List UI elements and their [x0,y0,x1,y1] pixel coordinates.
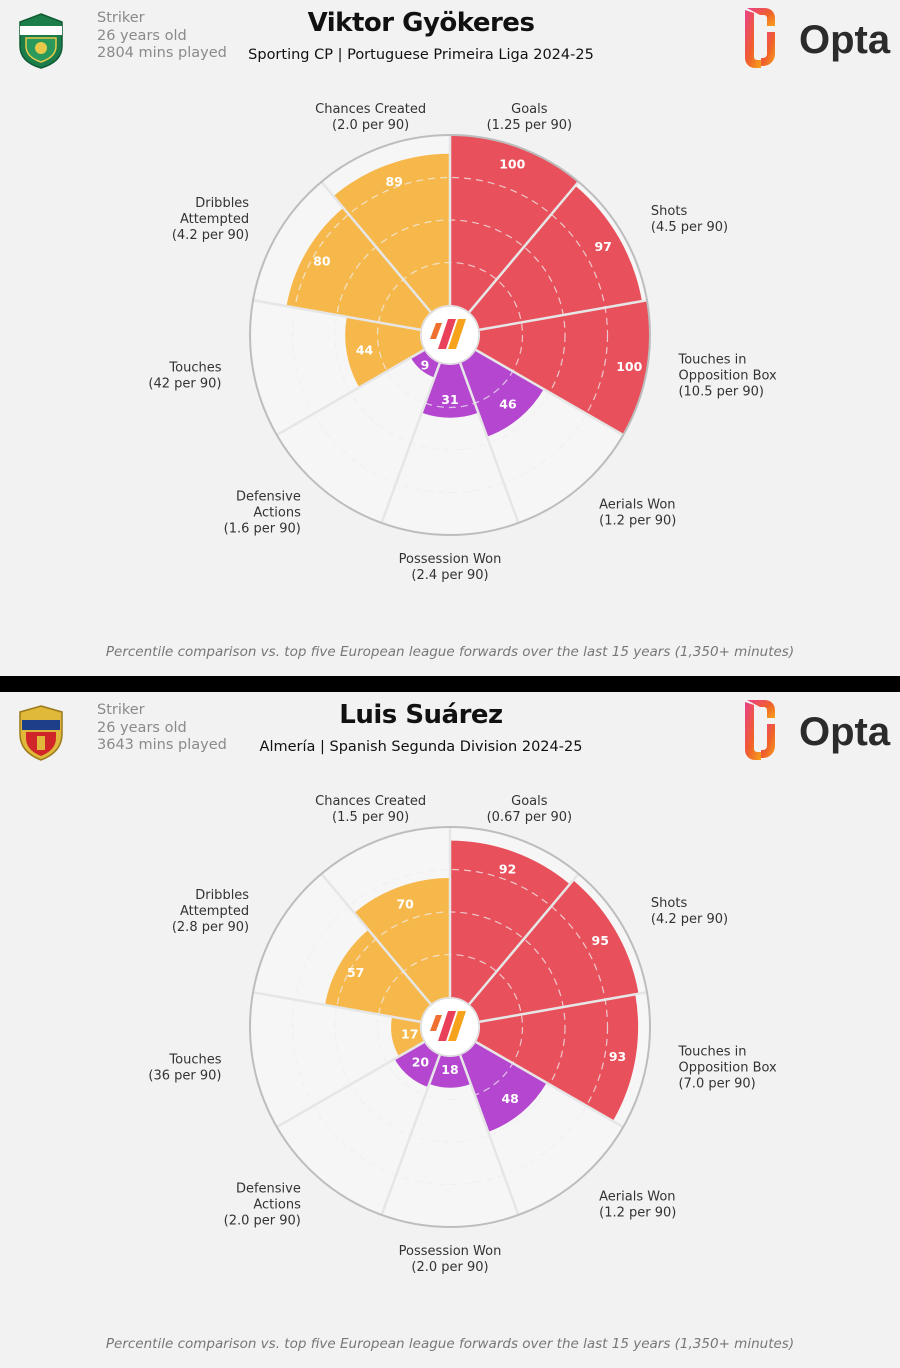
value-label: 80 [313,254,331,269]
metric-label: Chances Created (2.0 per 90) [315,102,426,133]
metric-label: Defensive Actions (1.6 per 90) [224,490,301,537]
value-label: 20 [412,1055,430,1070]
value-label: 31 [441,392,458,407]
metric-label: Touches in Opposition Box (10.5 per 90) [677,352,777,399]
opta-logo: Opta [745,8,891,68]
radar-spoke [276,348,425,437]
value-label: 93 [609,1049,626,1064]
radar-spoke [380,1054,441,1216]
radar-spoke [252,991,421,1024]
metric-label: Goals (1.25 per 90) [487,102,573,133]
radar-wedge [469,880,639,1022]
value-label: 100 [616,359,642,374]
metric-label: Possession Won (2.0 per 90) [399,1244,502,1275]
metric-label: Touches in Opposition Box (7.0 per 90) [677,1044,777,1091]
player-meta: Striker 26 years old 2804 mins played [97,10,227,63]
metric-label: Dribbles Attempted (4.2 per 90) [172,196,249,243]
radar-wedge [469,185,642,330]
radar-wedge [475,994,639,1122]
value-label: 44 [356,343,374,358]
radar-spoke [468,180,580,313]
metric-label: Shots (4.5 per 90) [651,204,728,235]
radar-chart: 100 Goals (1.25 per 90) 97 Shots (4.5 per 90)… [148,102,777,583]
radar-wedge [475,300,650,435]
metric-label: Chances Created (1.5 per 90) [315,794,426,825]
club-league: Almería | Spanish Segunda Division 2024-… [259,739,583,755]
radar-outline [249,826,651,1228]
opta-logo: Opta [745,700,891,760]
radar-spoke [459,362,520,524]
radar-chart: 92 Goals (0.67 per 90) 95 Shots (4.2 per 90) 9… [148,794,777,1275]
value-label: 17 [401,1027,418,1042]
player-age: 26 years old [97,27,187,44]
grid-ring-shadow [292,869,608,1185]
radar-spoke [468,872,580,1005]
metric-label: Dribbles Attempted (2.8 per 90) [172,888,249,935]
player-age: 26 years old [97,719,187,736]
radar-spoke [479,299,648,332]
footnote: Percentile comparison vs. top five Europ… [105,1336,795,1352]
metric-label: Touches (42 per 90) [148,360,221,391]
radar-wedge [333,153,450,313]
metric-label: Defensive Actions (2.0 per 90) [224,1182,301,1229]
player-minutes: 3643 mins played [97,737,227,753]
value-label: 9 [421,357,430,372]
radar-wedge [460,350,544,437]
radar-wedge [429,1055,471,1088]
radar-spoke [475,1040,624,1129]
metric-label: Shots (4.2 per 90) [651,896,728,927]
player-panel-suarez: Striker 26 years old 3643 mins played Lu… [0,692,900,1368]
centre-logo-icon [420,305,480,365]
radar-spoke [475,348,624,437]
player-meta: Striker 26 years old 3643 mins played [97,702,227,755]
radar-wedge [354,878,450,1005]
player-name: Viktor Gyökeres [307,8,535,38]
radar-spoke [276,1040,425,1129]
radar-spoke [252,299,421,332]
metric-label: Possession Won (2.4 per 90) [399,552,502,583]
player-name: Luis Suárez [339,700,503,730]
radar-wedge [410,350,440,378]
grid-ring [291,176,609,494]
value-label: 89 [385,174,402,189]
metric-label: Aerials Won (1.2 per 90) [599,1190,676,1221]
grid-ring [291,868,609,1186]
radar-spoke [380,362,441,524]
radar-wedge [450,135,579,313]
opta-wordmark: Opta [799,18,891,62]
metric-label: Aerials Won (1.2 per 90) [599,498,676,529]
centre-logo-icon [420,997,480,1057]
value-label: 95 [592,933,609,948]
player-panel-gyokeres: Striker 26 years old 2804 mins played Vi… [0,0,900,676]
radar-spoke [320,872,432,1005]
player-position: Striker [97,702,145,718]
value-label: 97 [594,239,611,254]
metric-label: Goals (0.67 per 90) [487,794,573,825]
radar-spoke [479,991,648,1024]
radar-outline [249,134,651,536]
club-league: Sporting CP | Portuguese Primeira Liga 2… [248,47,594,63]
player-position: Striker [97,10,145,26]
radar-wedge [450,840,570,1005]
opta-wordmark: Opta [799,710,891,754]
radar-wedge [286,207,431,330]
value-label: 57 [347,965,364,980]
radar-spoke [459,1054,520,1216]
grid-ring-shadow [292,177,608,493]
value-label: 70 [396,896,414,911]
radar-wedge [460,1042,547,1132]
sporting-crest-icon [19,13,63,69]
value-label: 92 [499,861,516,876]
footnote: Percentile comparison vs. top five Europ… [105,644,795,660]
radar-spoke [320,180,432,313]
value-label: 18 [441,1062,458,1077]
radar-wedge [345,316,425,388]
almeria-crest-icon [19,705,63,761]
player-minutes: 2804 mins played [97,45,227,61]
value-label: 46 [499,397,517,412]
value-label: 48 [501,1091,518,1106]
metric-label: Touches (36 per 90) [148,1052,221,1083]
value-label: 100 [499,156,525,171]
radar-wedge [325,929,431,1022]
